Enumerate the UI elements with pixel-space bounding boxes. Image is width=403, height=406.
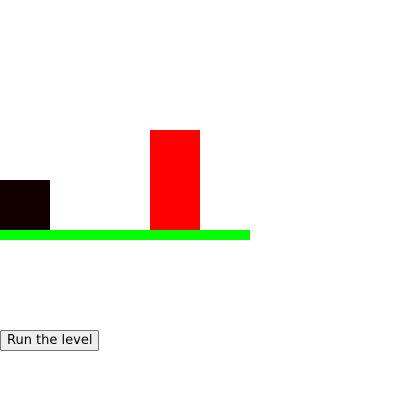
ground-platform [0, 230, 250, 240]
player-block [0, 180, 50, 230]
obstacle-block [150, 130, 200, 230]
run-level-button[interactable]: Run the level [0, 330, 100, 351]
